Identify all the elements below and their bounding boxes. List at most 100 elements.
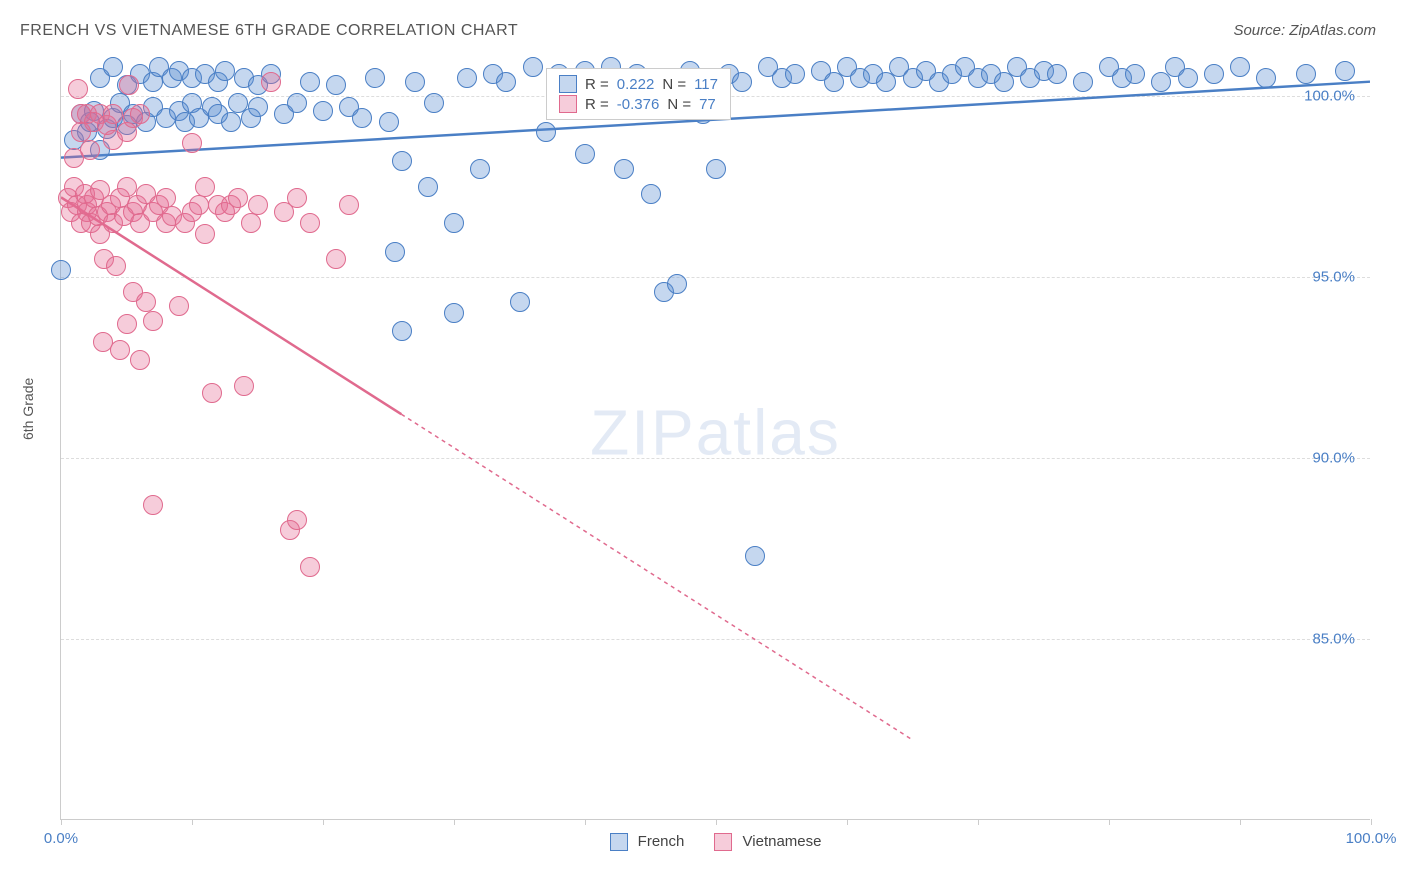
point-french xyxy=(1296,64,1316,84)
bottom-swatch-vietnamese xyxy=(714,833,732,851)
point-french xyxy=(457,68,477,88)
point-french xyxy=(745,546,765,566)
correlation-legend: R = 0.222 N = 117 R = -0.376 N = 77 xyxy=(546,68,731,120)
point-french xyxy=(51,260,71,280)
point-vietnamese xyxy=(261,72,281,92)
point-vietnamese xyxy=(287,510,307,530)
point-vietnamese xyxy=(80,140,100,160)
point-vietnamese xyxy=(189,195,209,215)
point-vietnamese xyxy=(119,75,139,95)
point-french xyxy=(365,68,385,88)
x-tick-label: 100.0% xyxy=(1346,830,1397,847)
point-vietnamese xyxy=(326,249,346,269)
point-french xyxy=(496,72,516,92)
bottom-legend: French Vietnamese xyxy=(610,833,822,851)
point-vietnamese xyxy=(195,224,215,244)
y-tick-label: 95.0% xyxy=(1312,269,1355,286)
point-french xyxy=(300,72,320,92)
point-french xyxy=(326,75,346,95)
legend-row-vietnamese: R = -0.376 N = 77 xyxy=(559,95,718,113)
point-vietnamese xyxy=(300,557,320,577)
legend-row-french: R = 0.222 N = 117 xyxy=(559,75,718,93)
legend-n-value-1: 117 xyxy=(694,76,718,93)
chart-title: FRENCH VS VIETNAMESE 6TH GRADE CORRELATI… xyxy=(20,22,518,40)
point-vietnamese xyxy=(287,188,307,208)
point-french xyxy=(1047,64,1067,84)
point-vietnamese xyxy=(136,292,156,312)
point-vietnamese xyxy=(182,133,202,153)
x-tick-label: 0.0% xyxy=(44,830,78,847)
y-tick-label: 100.0% xyxy=(1304,88,1355,105)
point-vietnamese xyxy=(195,177,215,197)
point-vietnamese xyxy=(130,350,150,370)
point-vietnamese xyxy=(300,213,320,233)
point-french xyxy=(418,177,438,197)
point-vietnamese xyxy=(130,104,150,124)
legend-swatch-vietnamese xyxy=(559,95,577,113)
y-tick-label: 85.0% xyxy=(1312,631,1355,648)
point-vietnamese xyxy=(202,383,222,403)
point-french xyxy=(614,159,634,179)
point-french xyxy=(575,144,595,164)
point-french xyxy=(287,93,307,113)
bottom-legend-vietnamese: Vietnamese xyxy=(714,833,821,851)
point-vietnamese xyxy=(68,79,88,99)
point-french xyxy=(523,57,543,77)
point-french xyxy=(732,72,752,92)
point-french xyxy=(352,108,372,128)
point-french xyxy=(392,151,412,171)
point-vietnamese xyxy=(117,177,137,197)
point-vietnamese xyxy=(106,256,126,276)
point-vietnamese xyxy=(110,340,130,360)
legend-n-label-2: N = xyxy=(667,96,691,113)
point-french xyxy=(1204,64,1224,84)
point-french xyxy=(248,97,268,117)
legend-n-value-2: 77 xyxy=(699,96,716,113)
legend-r-label-1: R = xyxy=(585,76,609,93)
point-french xyxy=(706,159,726,179)
point-french xyxy=(641,184,661,204)
point-vietnamese xyxy=(117,314,137,334)
plot-area: ZIPatlas 85.0%90.0%95.0%100.0% 0.0%100.0… xyxy=(60,60,1370,820)
y-tick-label: 90.0% xyxy=(1312,450,1355,467)
legend-r-value-1: 0.222 xyxy=(617,76,655,93)
point-french xyxy=(379,112,399,132)
point-french xyxy=(510,292,530,312)
point-vietnamese xyxy=(228,188,248,208)
point-vietnamese xyxy=(241,213,261,233)
point-vietnamese xyxy=(248,195,268,215)
point-vietnamese xyxy=(339,195,359,215)
point-vietnamese xyxy=(169,296,189,316)
point-french xyxy=(103,57,123,77)
point-french xyxy=(1178,68,1198,88)
legend-n-label-1: N = xyxy=(662,76,686,93)
legend-r-value-2: -0.376 xyxy=(617,96,660,113)
bottom-legend-french: French xyxy=(610,833,685,851)
point-french xyxy=(1335,61,1355,81)
point-french xyxy=(385,242,405,262)
point-french xyxy=(1230,57,1250,77)
point-french xyxy=(424,93,444,113)
point-french xyxy=(470,159,490,179)
point-french xyxy=(405,72,425,92)
bottom-swatch-french xyxy=(610,833,628,851)
point-french xyxy=(1073,72,1093,92)
point-french xyxy=(444,303,464,323)
point-french xyxy=(667,274,687,294)
point-vietnamese xyxy=(143,495,163,515)
point-french xyxy=(1256,68,1276,88)
point-french xyxy=(536,122,556,142)
y-axis-label: 6th Grade xyxy=(20,378,36,440)
point-french xyxy=(785,64,805,84)
legend-r-label-2: R = xyxy=(585,96,609,113)
bottom-label-vietnamese: Vietnamese xyxy=(743,833,822,850)
source-attribution: Source: ZipAtlas.com xyxy=(1233,22,1376,39)
point-french xyxy=(215,61,235,81)
bottom-label-french: French xyxy=(638,833,685,850)
point-french xyxy=(1125,64,1145,84)
point-vietnamese xyxy=(103,104,123,124)
point-french xyxy=(313,101,333,121)
point-vietnamese xyxy=(143,311,163,331)
point-french xyxy=(392,321,412,341)
point-vietnamese xyxy=(156,188,176,208)
